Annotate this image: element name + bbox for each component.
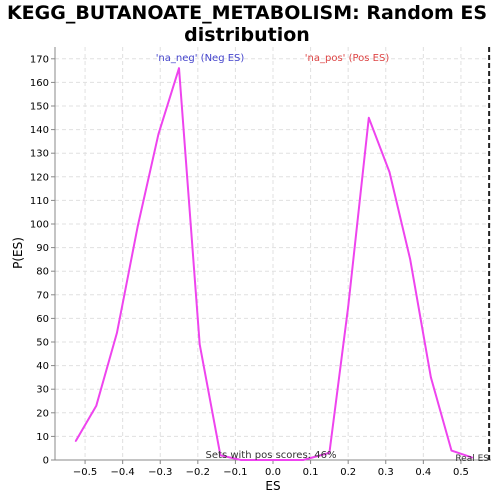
data-point (302, 459, 304, 461)
data-point (450, 449, 453, 452)
data-point (471, 456, 474, 459)
y-tick-label: 160 (30, 78, 49, 89)
x-tick-label: 0.1 (303, 467, 319, 478)
y-tick-label: 20 (36, 408, 49, 419)
data-point (136, 225, 139, 228)
data-point (157, 133, 160, 136)
pos-scores-text: Sets with pos scores: 46% (206, 450, 337, 461)
grid-lines (55, 47, 491, 461)
y-tick-label: 40 (36, 361, 49, 372)
axes: 0 10 20 30 40 50 60 70 80 90 100 110 120 130 140 150 160… (30, 47, 491, 478)
data-point (328, 452, 331, 454)
data-point (219, 454, 222, 457)
data-point (388, 171, 391, 173)
data-point (178, 67, 180, 70)
x-tick-label: 0.4 (415, 467, 431, 478)
x-tick-label: 0.2 (340, 467, 356, 478)
data-point (260, 459, 263, 461)
chart-title-line-2: distribution (184, 24, 310, 46)
data-point (347, 305, 349, 308)
real-es-label: Real ES (455, 454, 489, 464)
y-tick-label: 60 (36, 314, 49, 325)
neg-es-label: 'na_neg' (Neg ES) (156, 53, 245, 64)
data-point (409, 258, 411, 261)
y-tick-label: 130 (30, 149, 49, 160)
x-tick-label: −0.5 (73, 467, 97, 478)
x-tick-label: 0.3 (378, 467, 394, 478)
data-point (368, 117, 370, 119)
data-point (281, 459, 284, 461)
data-point (74, 440, 77, 442)
pos-es-label: 'na_pos' (Pos ES) (305, 53, 390, 64)
y-tick-label: 0 (43, 456, 49, 467)
y-tick-label: 30 (36, 385, 49, 396)
y-tick-label: 90 (36, 243, 49, 254)
x-tick-label: −0.1 (223, 467, 247, 478)
y-tick-label: 150 (30, 102, 49, 113)
chart-title-line-1: KEGG_BUTANOATE_METABOLISM: Random ES (7, 2, 487, 24)
y-tick-label: 120 (30, 172, 49, 183)
y-tick-label: 170 (30, 54, 49, 65)
x-tick-label: −0.2 (186, 467, 210, 478)
x-tick-label: 0.0 (265, 467, 281, 478)
y-tick-label: 50 (36, 338, 49, 349)
x-tick-label: −0.3 (148, 467, 172, 478)
data-point (430, 376, 432, 379)
series-line (74, 67, 473, 461)
series-layer (74, 67, 474, 461)
y-axis-label: P(ES) (11, 237, 25, 269)
y-tick-label: 140 (30, 125, 49, 136)
data-point (198, 343, 201, 346)
y-tick-label: 80 (36, 267, 49, 278)
data-point (240, 459, 242, 461)
x-axis-label: ES (265, 479, 280, 493)
x-tick-label: 0.5 (453, 467, 469, 478)
data-point (95, 404, 98, 407)
y-tick-label: 70 (36, 290, 49, 301)
data-point (116, 331, 118, 334)
x-tick-label: −0.4 (111, 467, 135, 478)
y-tick-label: 100 (30, 220, 49, 231)
y-tick-label: 110 (30, 196, 49, 207)
y-tick-label: 10 (36, 432, 49, 443)
